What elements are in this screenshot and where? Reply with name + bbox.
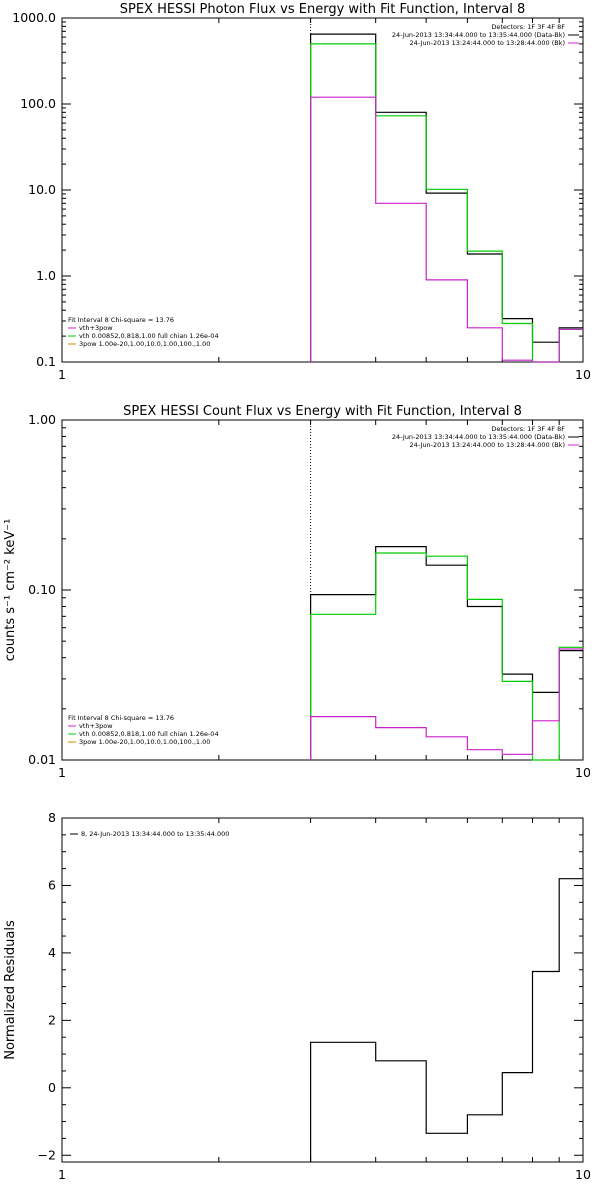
y-tick-label: 1000.0 [12,10,56,25]
series-1-step-line [310,552,583,761]
x-tick-label: 1 [58,367,66,382]
header-line-0: Detectors: 1F 3F 4F 8F [491,23,565,31]
y-axis-label: Normalized Residuals [3,920,18,1060]
y-tick-label: 6 [48,877,56,892]
x-tick-label: 10 [575,1167,591,1182]
chart-title: SPEX HESSI Count Flux vs Energy with Fit… [123,404,522,419]
y-tick-label: 10.0 [28,182,56,197]
series-2-step-line [310,648,583,760]
y-tick-label: 8 [48,810,56,825]
header-line-0: Detectors: 1F 3F 4F 8F [491,425,565,433]
fit-legend-entry: vth 0.00852,0.818,1.00 full chian 1.26e-… [79,332,219,340]
fit-legend-title: Fit Interval 8 Chi-square = 13.76 [68,316,174,324]
y-tick-label: 1.00 [28,412,56,427]
header-line-2: 24-Jun-2013 13:24:44.000 to 13:28:44.000… [410,39,565,47]
plot-frame-0 [61,17,584,363]
x-tick-label: 10 [575,367,591,382]
y-tick-label: −2 [38,1147,56,1162]
y-tick-label: 4 [48,945,56,960]
y-axis-label: counts s⁻¹ cm⁻² keV⁻¹ [3,519,18,662]
y-tick-label: 100.0 [20,96,56,111]
series-0-step-line [310,33,583,362]
plot-frame-1 [61,419,584,761]
header-line-1: 24-Jun-2013 13:34:44.000 to 13:35:44.000… [392,31,565,39]
y-tick-label: 0.1 [36,354,56,369]
y-tick-label: 0.10 [28,582,56,597]
y-tick-label: 0 [48,1080,56,1095]
x-tick-label: 1 [58,765,66,780]
y-tick-label: 0.01 [28,752,56,767]
series-1-step-line [310,43,583,363]
plot-frame-2 [61,817,584,1163]
x-tick-label: 10 [575,765,591,780]
fit-legend-entry: 3pow 1.00e-20,1.00,10.0,1.00,100.,1.00 [79,738,210,746]
y-tick-label: 2 [48,1012,56,1027]
fit-legend-title: Fit Interval 8 Chi-square = 13.76 [68,714,174,722]
series-0-step-line [310,878,583,1162]
x-tick-label: 1 [58,1167,66,1182]
fit-legend-entry: vth 0.00852,0.818,1.00 full chian 1.26e-… [79,730,219,738]
header-line-1: 24-Jun-2013 13:34:44.000 to 13:35:44.000… [392,433,565,441]
chart-title: SPEX HESSI Photon Flux vs Energy with Fi… [120,2,526,17]
series-0-step-line [310,546,583,760]
header-line-2: 24-Jun-2013 13:24:44.000 to 13:28:44.000… [410,441,565,449]
fit-legend-entry: vth+3pow [79,324,113,332]
series-2-step-line [310,96,583,363]
y-tick-label: 1.0 [36,268,56,283]
fit-legend-entry: vth+3pow [79,722,113,730]
legend-label: 8, 24-Jun-2013 13:34:44.000 to 13:35:44.… [81,830,229,838]
fit-legend-entry: 3pow 1.00e-20,1.00,10.0,1.00,100.,1.00 [79,340,210,348]
